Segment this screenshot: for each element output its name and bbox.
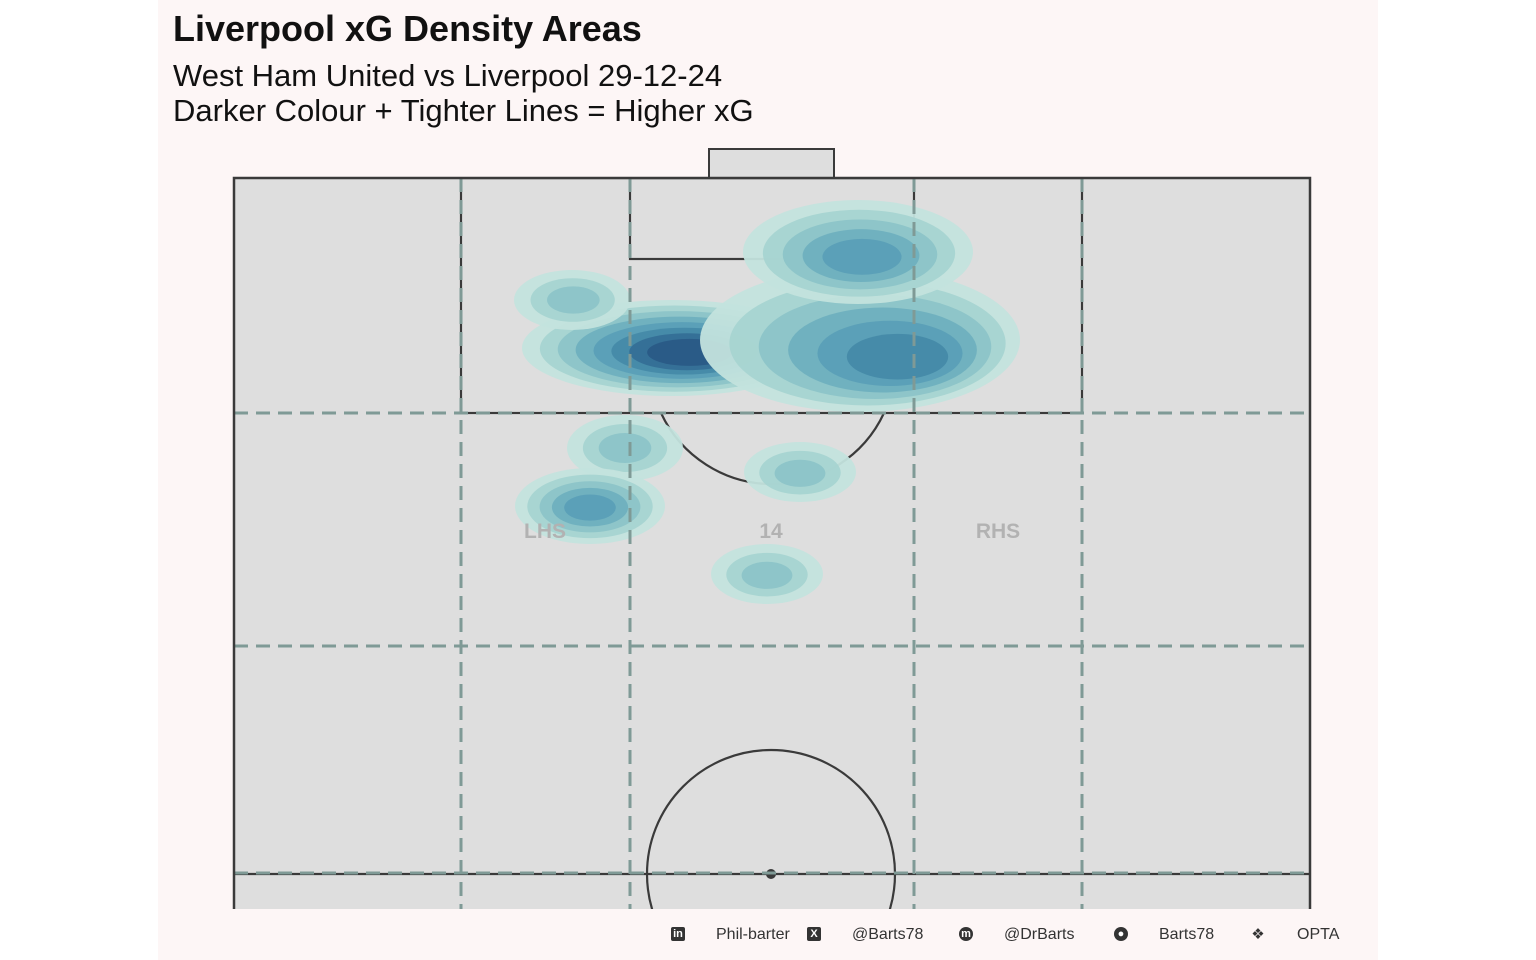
zone-grid xyxy=(234,178,1310,909)
mastodon-handle[interactable]: @DrBarts xyxy=(1004,926,1075,943)
chart-subtitle-match: West Ham United vs Liverpool 29-12-24 xyxy=(173,58,723,93)
x-handle[interactable]: @Barts78 xyxy=(852,926,924,943)
chart-subtitle-legend-note: Darker Colour + Tighter Lines = Higher x… xyxy=(173,93,754,128)
x-icon[interactable]: X xyxy=(807,927,821,941)
zone-label-rhs: RHS xyxy=(976,520,1020,543)
linkedin-icon[interactable]: in xyxy=(671,927,685,941)
github-icon[interactable]: ● xyxy=(1114,927,1128,941)
density-contour-left-channel-edge-of-box-level-3 xyxy=(598,433,652,463)
pitch-outline xyxy=(232,176,1312,909)
density-contour-box-far-left-level-3 xyxy=(547,286,600,314)
density-contour-central-zone-14-level-3 xyxy=(741,561,793,589)
linkedin-handle[interactable]: Phil-barter xyxy=(716,926,790,943)
xg-density-layer xyxy=(514,200,1020,604)
density-contour-arc-of-box-level-3 xyxy=(774,459,826,487)
data-source: OPTA xyxy=(1297,926,1340,943)
chart-title: Liverpool xG Density Areas xyxy=(173,8,642,49)
mastodon-icon[interactable]: m xyxy=(959,927,973,941)
zone-label-14: 14 xyxy=(759,520,783,543)
goal xyxy=(708,148,835,179)
density-contour-six-yard-right-level-5 xyxy=(822,238,902,275)
density-contour-left-half-space-level-5 xyxy=(564,494,616,521)
dropbox-icon[interactable]: ❖ xyxy=(1251,925,1265,943)
github-handle[interactable]: Barts78 xyxy=(1159,926,1215,943)
zone-label-lhs: LHS xyxy=(524,520,566,543)
density-contour-box-right-of-centre-level-6 xyxy=(846,333,949,380)
footer: in Phil-barter X @Barts78 m @DrBarts ● B… xyxy=(660,924,1360,948)
